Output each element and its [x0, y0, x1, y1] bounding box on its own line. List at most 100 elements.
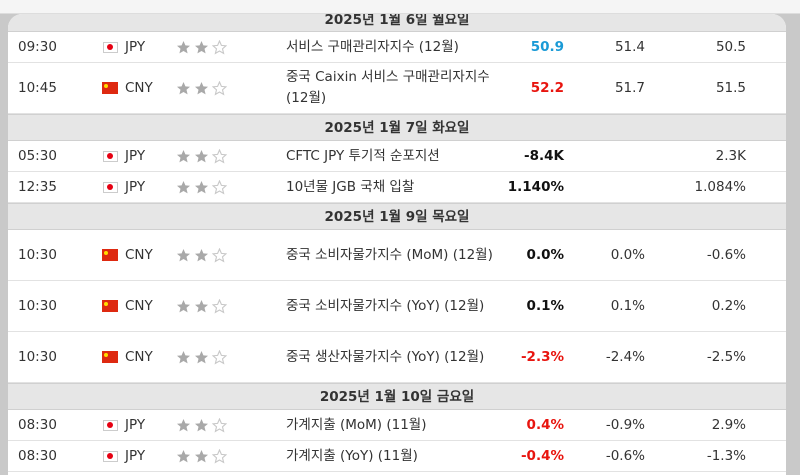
event-name[interactable]: 10년물 JGB 국채 입찰 — [286, 178, 415, 195]
currency-code: JPY — [125, 179, 146, 195]
japan-flag-icon — [100, 32, 120, 62]
event-name[interactable]: 가계지출 (YoY) (11월) — [286, 447, 418, 464]
economic-calendar-table: 2025년 1월 6일 월요일 09:30 JPY 서비스 구매관리자지수 (12월)… — [8, 14, 786, 472]
currency-code: CNY — [125, 80, 153, 96]
star-filled-icon — [195, 350, 208, 363]
importance-stars — [176, 141, 248, 171]
star-filled-icon — [195, 418, 208, 431]
event-row[interactable]: 08:30 JPY 가계지출 (YoY) (11월) -0.4% -0.6% -1.3% — [8, 441, 786, 472]
star-empty-icon — [212, 179, 227, 195]
event-name[interactable]: 중국 소비자물가지수 (YoY) (12월) — [286, 297, 485, 314]
event-time: 08:30 — [18, 448, 57, 464]
event-name[interactable]: 중국 Caixin 서비스 구매관리자지수 (12월) — [286, 69, 490, 106]
forecast-value: -0.9% — [605, 417, 645, 433]
economic-calendar-card: 2025년 1월 6일 월요일 09:30 JPY 서비스 구매관리자지수 (12월)… — [8, 14, 786, 475]
event-row[interactable]: 10:45 CNY 중국 Caixin 서비스 구매관리자지수 (12월) 52.2 5… — [8, 63, 786, 114]
currency-code: CNY — [125, 247, 153, 263]
japan-flag-icon — [102, 150, 118, 162]
currency-code: JPY — [125, 417, 146, 433]
forecast-value: -2.4% — [605, 349, 645, 365]
event-name[interactable]: CFTC JPY 투기적 순포지션 — [286, 147, 440, 164]
star-filled-icon — [195, 81, 208, 94]
japan-flag-icon — [100, 141, 120, 171]
china-flag-icon — [100, 63, 120, 113]
previous-value: 0.2% — [711, 298, 746, 314]
japan-flag-icon — [100, 441, 120, 471]
day-header: 2025년 1월 7일 화요일 — [8, 114, 786, 141]
china-flag-icon — [100, 230, 120, 280]
event-name[interactable]: 중국 생산자물가지수 (YoY) (12월) — [286, 348, 485, 365]
event-row[interactable]: 10:30 CNY 중국 소비자물가지수 (MoM) (12월) 0.0% 0.0% -0… — [8, 230, 786, 281]
actual-value: 0.4% — [526, 417, 564, 433]
importance-stars — [176, 281, 248, 331]
previous-value: -0.6% — [706, 247, 746, 263]
star-empty-icon — [212, 148, 227, 164]
event-row[interactable]: 09:30 JPY 서비스 구매관리자지수 (12월) 50.9 51.4 50.5 — [8, 32, 786, 63]
star-filled-icon — [195, 449, 208, 462]
currency-code: JPY — [125, 39, 146, 55]
star-empty-icon — [212, 298, 227, 314]
event-row[interactable]: 10:30 CNY 중국 소비자물가지수 (YoY) (12월) 0.1% 0.1% 0.… — [8, 281, 786, 332]
previous-value: 50.5 — [715, 39, 746, 55]
china-flag-icon — [102, 351, 118, 363]
star-filled-icon — [195, 248, 208, 261]
event-time: 12:35 — [18, 179, 57, 195]
event-time: 10:45 — [18, 80, 57, 96]
japan-flag-icon — [102, 41, 118, 53]
event-name[interactable]: 서비스 구매관리자지수 (12월) — [286, 38, 459, 55]
event-name[interactable]: 중국 소비자물가지수 (MoM) (12월) — [286, 246, 493, 263]
star-filled-icon — [177, 418, 190, 431]
event-time: 09:30 — [18, 39, 57, 55]
star-empty-icon — [212, 39, 227, 55]
event-row[interactable]: 05:30 JPY CFTC JPY 투기적 순포지션 -8.4K 2.3K — [8, 141, 786, 172]
star-filled-icon — [177, 81, 190, 94]
star-filled-icon — [177, 149, 190, 162]
forecast-value: 51.7 — [614, 80, 645, 96]
importance-stars — [176, 32, 248, 62]
china-flag-icon — [102, 82, 118, 94]
star-filled-icon — [195, 180, 208, 193]
japan-flag-icon — [102, 450, 118, 462]
previous-value: -1.3% — [706, 448, 746, 464]
china-flag-icon — [100, 332, 120, 382]
japan-flag-icon — [102, 419, 118, 431]
actual-value: 1.140% — [507, 179, 564, 195]
top-strip — [0, 0, 800, 14]
importance-stars — [176, 63, 248, 113]
star-filled-icon — [177, 40, 190, 53]
currency-code: CNY — [125, 349, 153, 365]
event-row[interactable]: 08:30 JPY 가계지출 (MoM) (11월) 0.4% -0.9% 2.9% — [8, 410, 786, 441]
star-filled-icon — [177, 299, 190, 312]
importance-stars — [176, 441, 248, 471]
star-filled-icon — [195, 299, 208, 312]
star-filled-icon — [177, 180, 190, 193]
day-header: 2025년 1월 6일 월요일 — [8, 14, 786, 32]
star-filled-icon — [177, 248, 190, 261]
actual-value: -0.4% — [520, 448, 564, 464]
forecast-value: -0.6% — [605, 448, 645, 464]
star-empty-icon — [212, 417, 227, 433]
previous-value: 2.9% — [711, 417, 746, 433]
forecast-value — [568, 141, 645, 171]
event-time: 10:30 — [18, 349, 57, 365]
star-empty-icon — [212, 448, 227, 464]
china-flag-icon — [100, 281, 120, 331]
star-filled-icon — [177, 449, 190, 462]
event-time: 08:30 — [18, 417, 57, 433]
event-name[interactable]: 가계지출 (MoM) (11월) — [286, 416, 427, 433]
currency-code: JPY — [125, 148, 146, 164]
event-row[interactable]: 12:35 JPY 10년물 JGB 국채 입찰 1.140% 1.084% — [8, 172, 786, 203]
event-time: 10:30 — [18, 298, 57, 314]
previous-value: 2.3K — [715, 148, 746, 164]
day-header: 2025년 1월 10일 금요일 — [8, 383, 786, 410]
importance-stars — [176, 332, 248, 382]
actual-value: 0.0% — [526, 247, 564, 263]
actual-value: 0.1% — [526, 298, 564, 314]
japan-flag-icon — [100, 410, 120, 440]
previous-value: -2.5% — [706, 349, 746, 365]
forecast-value: 0.0% — [610, 247, 645, 263]
star-empty-icon — [212, 349, 227, 365]
event-row[interactable]: 10:30 CNY 중국 생산자물가지수 (YoY) (12월) -2.3% -2.4%… — [8, 332, 786, 383]
event-time: 10:30 — [18, 247, 57, 263]
star-filled-icon — [195, 40, 208, 53]
